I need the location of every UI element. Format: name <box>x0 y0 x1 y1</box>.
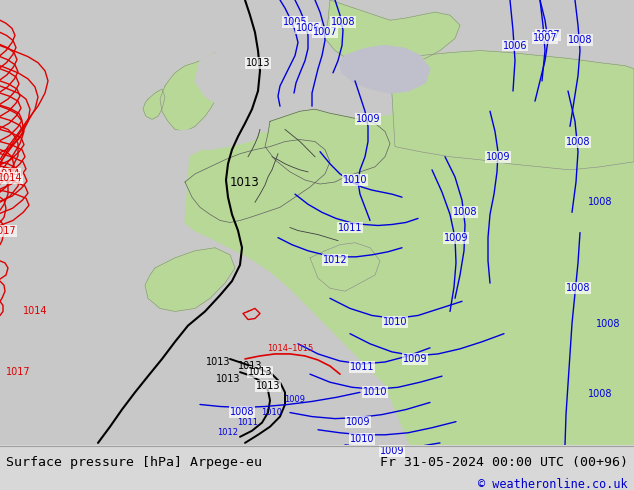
Text: 1007: 1007 <box>536 30 560 40</box>
Text: 1013: 1013 <box>248 367 272 377</box>
Text: 1013: 1013 <box>230 175 260 189</box>
Text: 1009: 1009 <box>346 416 370 427</box>
Text: 1011: 1011 <box>238 418 259 427</box>
Text: 1010: 1010 <box>383 317 407 326</box>
Text: 1013: 1013 <box>216 374 240 384</box>
Text: 1006: 1006 <box>295 24 320 33</box>
Text: 1013: 1013 <box>256 381 280 392</box>
Text: Surface pressure [hPa] Arpege-eu: Surface pressure [hPa] Arpege-eu <box>6 456 262 468</box>
Text: 1009: 1009 <box>380 446 404 456</box>
Text: 1010: 1010 <box>350 434 374 444</box>
Polygon shape <box>143 89 165 120</box>
Polygon shape <box>160 52 228 131</box>
Text: 1013: 1013 <box>206 357 230 367</box>
Text: 1012: 1012 <box>323 255 347 265</box>
Polygon shape <box>172 122 260 149</box>
Polygon shape <box>185 140 330 222</box>
Text: 1005: 1005 <box>283 17 307 27</box>
Text: 1013: 1013 <box>246 58 270 68</box>
Text: 1017: 1017 <box>0 225 16 236</box>
Text: 1008: 1008 <box>453 207 477 218</box>
Text: 1007: 1007 <box>313 27 337 37</box>
Text: 1008: 1008 <box>566 283 590 293</box>
Polygon shape <box>310 243 380 291</box>
Text: 1008: 1008 <box>568 35 592 46</box>
Text: 1012: 1012 <box>217 428 238 437</box>
Text: 1014: 1014 <box>23 306 48 317</box>
Polygon shape <box>195 49 310 111</box>
Text: 1008: 1008 <box>588 390 612 399</box>
Text: 1011: 1011 <box>350 362 374 372</box>
Text: 1011: 1011 <box>338 222 362 233</box>
Text: 1009: 1009 <box>403 354 427 364</box>
Text: 1010: 1010 <box>363 387 387 397</box>
Polygon shape <box>185 109 634 445</box>
Text: 1014: 1014 <box>0 173 22 183</box>
Text: 1008: 1008 <box>596 318 620 329</box>
Text: 1014–1015: 1014–1015 <box>267 344 313 353</box>
Text: 1009: 1009 <box>444 233 469 243</box>
Text: 1009: 1009 <box>285 395 306 404</box>
Polygon shape <box>145 248 235 312</box>
Polygon shape <box>340 46 430 93</box>
Text: 1009: 1009 <box>486 152 510 162</box>
Text: 1009: 1009 <box>356 114 380 124</box>
Text: 1010: 1010 <box>343 175 367 185</box>
Polygon shape <box>265 109 390 184</box>
Text: 1013: 1013 <box>238 361 262 371</box>
Polygon shape <box>390 50 634 170</box>
Text: 1008: 1008 <box>566 137 590 147</box>
Text: 1014: 1014 <box>0 169 20 179</box>
Text: 1006: 1006 <box>503 41 527 50</box>
Text: Fr 31-05-2024 00:00 UTC (00+96): Fr 31-05-2024 00:00 UTC (00+96) <box>380 456 628 468</box>
Text: 1008: 1008 <box>230 407 254 416</box>
Text: 1010: 1010 <box>261 408 283 417</box>
Text: 1007: 1007 <box>533 33 557 44</box>
Text: © weatheronline.co.uk: © weatheronline.co.uk <box>478 478 628 490</box>
Polygon shape <box>325 0 460 69</box>
Text: 1008: 1008 <box>588 197 612 207</box>
Polygon shape <box>285 220 365 261</box>
Text: 1008: 1008 <box>331 17 355 27</box>
Text: 1017: 1017 <box>6 367 30 377</box>
